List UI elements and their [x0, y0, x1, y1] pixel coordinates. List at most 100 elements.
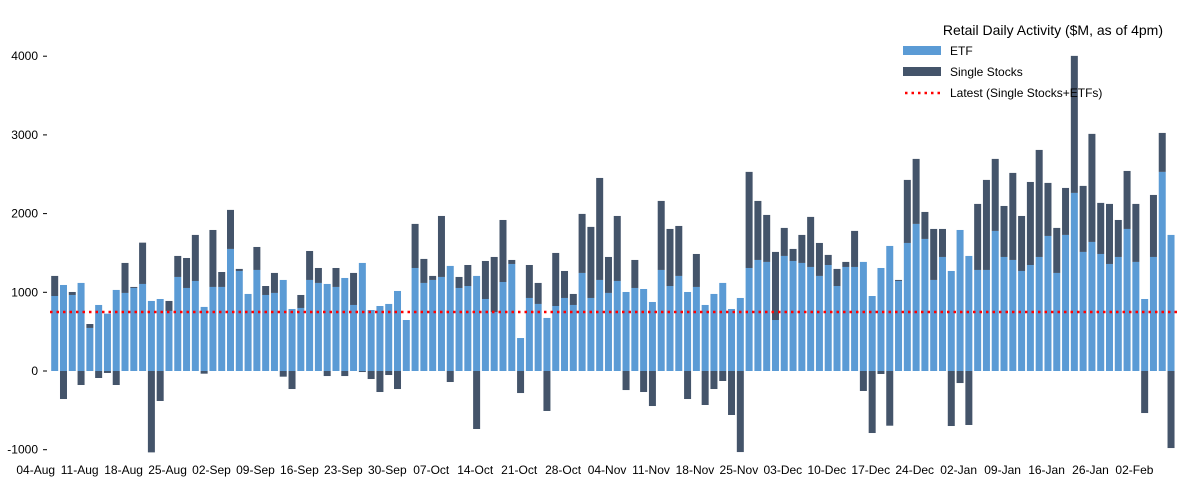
bar-etf: [209, 286, 217, 371]
bar-etf: [833, 286, 841, 371]
legend: Retail Daily Activity ($M, as of 4pm) ET…: [903, 22, 1163, 100]
bar-etf: [701, 304, 709, 371]
x-tick-label: 16-Sep: [280, 463, 319, 477]
bar-single-stocks: [965, 371, 973, 425]
bar-single-stocks: [1106, 203, 1113, 264]
bar-single-stocks: [103, 371, 111, 373]
x-tick-label: 25-Aug: [148, 463, 187, 477]
bar-single-stocks: [367, 371, 375, 380]
bar-etf: [481, 298, 489, 371]
bar-etf: [868, 295, 876, 371]
bar-single-stocks: [648, 371, 656, 407]
bar-etf: [235, 270, 243, 371]
bar-etf: [982, 269, 990, 371]
bar-single-stocks: [517, 371, 525, 394]
legend-label-single-stocks: Single Stocks: [950, 65, 1023, 79]
bar-single-stocks: [692, 253, 700, 287]
bar-etf: [429, 279, 437, 371]
bar-etf: [1088, 241, 1096, 371]
bar-single-stocks: [332, 267, 340, 287]
bar-single-stocks: [1035, 149, 1043, 257]
bar-single-stocks: [525, 264, 533, 298]
bar-etf: [578, 272, 586, 371]
bar-single-stocks: [974, 203, 982, 270]
bar-single-stocks: [323, 371, 331, 377]
bar-single-stocks: [1079, 185, 1087, 252]
bar-etf: [666, 286, 674, 371]
bar-single-stocks: [851, 230, 859, 267]
bar-etf: [938, 256, 946, 371]
bar-single-stocks: [578, 213, 586, 273]
bar-etf: [1097, 253, 1105, 371]
bar-single-stocks: [1070, 55, 1078, 193]
bar-etf: [446, 265, 454, 371]
bar-single-stocks: [1132, 203, 1140, 262]
bar-etf: [1132, 261, 1140, 371]
bar-etf: [886, 245, 894, 371]
bar-single-stocks: [886, 371, 894, 426]
x-tick-label: 02-Jan: [940, 463, 977, 477]
x-tick-label: 09-Jan: [984, 463, 1021, 477]
bar-single-stocks: [798, 234, 806, 263]
bar-etf: [842, 266, 850, 371]
bar-single-stocks: [130, 286, 138, 288]
bar-etf: [1158, 171, 1166, 371]
bar-single-stocks: [288, 371, 296, 390]
bar-etf: [270, 292, 278, 371]
y-axis: -1000 0 1000 2000 3000 4000: [7, 49, 47, 457]
bar-single-stocks: [464, 264, 472, 287]
x-tick-label: 23-Sep: [324, 463, 363, 477]
bar-single-stocks: [77, 371, 85, 386]
bar-single-stocks: [95, 371, 103, 379]
x-tick-label: 11-Aug: [61, 463, 99, 477]
bar-etf: [534, 303, 542, 371]
bar-etf: [754, 259, 762, 371]
bar-single-stocks: [394, 371, 402, 390]
bar-etf: [815, 275, 823, 371]
bar-etf: [1167, 234, 1175, 371]
bar-etf: [376, 305, 384, 371]
bar-single-stocks: [253, 246, 261, 270]
bar-single-stocks: [807, 216, 815, 267]
bar-etf: [604, 292, 612, 371]
bar-single-stocks: [270, 272, 278, 293]
y-tick-label: 1000: [11, 285, 38, 299]
bar-single-stocks: [947, 371, 955, 427]
bar-etf: [314, 282, 322, 371]
bar-etf: [297, 307, 305, 371]
bar-single-stocks: [789, 248, 797, 261]
bar-single-stocks: [824, 254, 832, 265]
bar-etf: [147, 300, 155, 371]
bar-etf: [859, 261, 867, 371]
x-tick-label: 26-Jan: [1072, 463, 1109, 477]
bar-single-stocks: [1097, 202, 1105, 254]
bar-single-stocks: [912, 158, 920, 224]
bar-etf: [921, 238, 929, 371]
bar-single-stocks: [815, 242, 823, 276]
bar-etf: [306, 279, 314, 371]
bar-etf: [262, 294, 270, 371]
bar-etf: [1079, 251, 1087, 371]
bar-etf: [1009, 259, 1017, 371]
bar-etf: [561, 297, 569, 371]
bars: [51, 55, 1175, 453]
bar-single-stocks: [306, 250, 314, 280]
x-tick-label: 18-Nov: [676, 463, 715, 477]
bar-single-stocks: [279, 371, 287, 377]
bar-single-stocks: [622, 371, 630, 391]
bar-single-stocks: [429, 275, 437, 280]
bar-etf: [745, 267, 753, 371]
x-tick-label: 25-Nov: [720, 463, 759, 477]
bar-single-stocks: [569, 293, 577, 305]
bar-single-stocks: [437, 215, 445, 277]
bar-single-stocks: [631, 259, 639, 288]
bar-single-stocks: [411, 223, 419, 268]
bar-etf: [1035, 256, 1043, 371]
bar-etf: [385, 303, 393, 371]
bar-single-stocks: [481, 260, 489, 299]
y-tick-label: 0: [31, 364, 38, 378]
bar-single-stocks: [1088, 133, 1096, 242]
bar-single-stocks: [640, 371, 648, 393]
bar-single-stocks: [833, 268, 841, 287]
bar-etf: [930, 279, 938, 371]
